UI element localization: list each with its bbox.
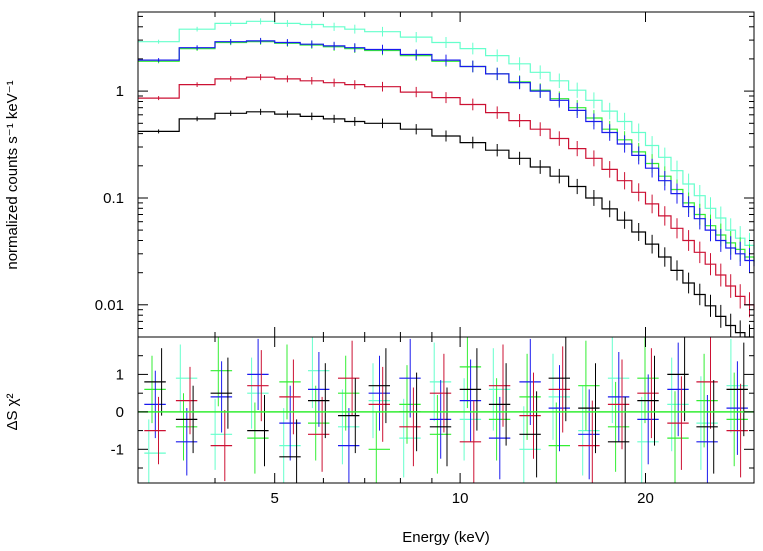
residuals-ticks: 10-15 10 20 bbox=[111, 336, 755, 507]
residual-point-red bbox=[399, 387, 421, 467]
residual-point-red bbox=[210, 410, 233, 482]
residual-point-black bbox=[368, 348, 390, 424]
residual-point-red bbox=[726, 383, 748, 478]
spectrum-series-group bbox=[138, 18, 755, 338]
residual-point-black bbox=[667, 337, 689, 422]
y-tick-label: 0.01 bbox=[95, 297, 124, 314]
residual-point-black bbox=[247, 395, 269, 467]
residual-point-black bbox=[459, 348, 482, 431]
residual-point-blue bbox=[607, 352, 630, 442]
residual-point-blue bbox=[519, 338, 541, 425]
residual-point-black bbox=[548, 337, 570, 422]
residual-point-cyan bbox=[519, 406, 541, 483]
residual-point-blue bbox=[338, 408, 360, 483]
residual-point-blue bbox=[144, 370, 166, 439]
x-axis-label: Energy (keV) bbox=[402, 529, 490, 546]
residual-point-red bbox=[279, 359, 301, 435]
residual-point-black bbox=[175, 385, 198, 454]
residual-point-red bbox=[247, 350, 269, 422]
series-line-cyan bbox=[138, 20, 755, 250]
residual-point-red bbox=[308, 396, 330, 472]
residual-point-black bbox=[488, 363, 511, 446]
x-tick-label: 10 bbox=[452, 490, 469, 507]
residual-point-black bbox=[637, 355, 659, 446]
residuals-panel-frame bbox=[137, 336, 755, 484]
residuals-y-axis-label: ΔS χ² bbox=[4, 393, 21, 430]
spectrum-ticks: 1 0.1 0.01 bbox=[95, 12, 755, 338]
spectrum-panel: 1 0.1 0.01 normalized counts s⁻¹ keV⁻¹ bbox=[4, 11, 755, 338]
residual-point-black bbox=[279, 419, 301, 483]
residual-point-red bbox=[607, 359, 630, 450]
residual-point-blue bbox=[667, 342, 689, 437]
residual-point-cyan bbox=[210, 398, 233, 470]
residual-point-red bbox=[175, 366, 198, 435]
spectrum-y-axis-label: normalized counts s⁻¹ keV⁻¹ bbox=[4, 80, 21, 269]
residual-point-blue bbox=[175, 408, 198, 476]
series-line-red bbox=[138, 76, 755, 310]
series-line-black bbox=[138, 111, 754, 338]
y-tick-label: 1 bbox=[116, 83, 124, 100]
residual-point-red bbox=[338, 340, 360, 416]
residual-point-blue bbox=[247, 338, 269, 410]
series-line-blue bbox=[138, 40, 755, 267]
residual-point-blue bbox=[726, 361, 748, 455]
residual-point-black bbox=[726, 342, 748, 437]
x-tick-label: 5 bbox=[271, 490, 279, 507]
residual-point-black bbox=[429, 387, 452, 467]
series-line-green bbox=[138, 41, 755, 263]
residual-point-blue bbox=[459, 359, 482, 442]
residual-point-red bbox=[667, 376, 689, 470]
y-tick-label: 1 bbox=[116, 366, 124, 383]
residual-point-blue bbox=[308, 352, 330, 427]
residual-point-red bbox=[488, 344, 511, 427]
residual-point-red bbox=[368, 366, 390, 442]
residual-point-cyan bbox=[175, 344, 198, 412]
residual-point-cyan bbox=[488, 348, 511, 431]
residual-point-red bbox=[144, 396, 166, 465]
residual-point-blue bbox=[368, 355, 390, 431]
residual-point-red bbox=[429, 353, 452, 433]
residual-point-black bbox=[210, 357, 233, 429]
residual-point-black bbox=[578, 363, 600, 454]
residual-point-blue bbox=[210, 361, 233, 433]
y-tick-label: -1 bbox=[111, 441, 124, 458]
y-tick-label: 0.1 bbox=[103, 190, 124, 207]
residuals-panel: 10-15 10 20 ΔS χ² bbox=[4, 336, 755, 507]
residual-point-black bbox=[519, 391, 541, 478]
x-tick-label: 20 bbox=[637, 490, 654, 507]
residual-point-blue bbox=[548, 365, 570, 452]
residual-point-black bbox=[308, 363, 330, 439]
residual-point-green bbox=[368, 411, 390, 483]
residual-point-blue bbox=[637, 374, 659, 465]
residual-point-red bbox=[696, 337, 718, 429]
residual-point-blue bbox=[488, 396, 511, 480]
residual-point-green bbox=[247, 402, 269, 474]
residual-point-black bbox=[338, 378, 360, 454]
y-tick-label: 0 bbox=[116, 404, 124, 421]
residual-point-red bbox=[578, 400, 600, 483]
residual-point-blue bbox=[578, 389, 600, 480]
residual-point-blue bbox=[399, 338, 421, 418]
residual-point-green bbox=[578, 340, 600, 431]
residual-point-red bbox=[637, 348, 659, 439]
residual-point-red bbox=[519, 372, 541, 459]
residual-point-blue bbox=[429, 380, 452, 459]
residual-point-green bbox=[667, 391, 689, 483]
residual-point-black bbox=[696, 380, 718, 474]
residual-point-red bbox=[459, 400, 482, 483]
residual-point-black bbox=[144, 348, 166, 416]
residuals-series-group bbox=[144, 337, 748, 483]
residual-point-red bbox=[548, 346, 570, 433]
residual-point-green bbox=[279, 344, 301, 420]
residual-point-green bbox=[338, 355, 360, 431]
residual-point-blue bbox=[279, 385, 301, 461]
residual-point-blue bbox=[696, 395, 718, 483]
